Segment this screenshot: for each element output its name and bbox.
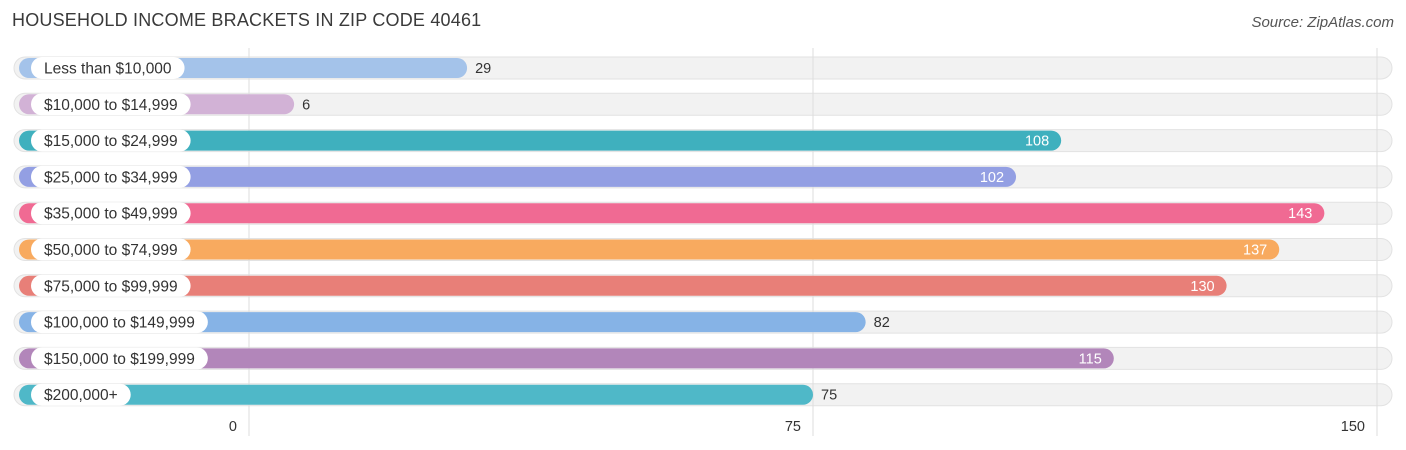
category-label-pill — [31, 274, 191, 297]
category-label: $35,000 to $49,999 — [44, 206, 178, 223]
chart-source: Source: ZipAtlas.com — [1251, 14, 1394, 31]
bar — [19, 348, 1114, 369]
category-label: $200,000+ — [44, 387, 118, 404]
category-label-pill — [31, 311, 208, 334]
value-label: 108 — [1025, 134, 1049, 150]
category-label: Less than $10,000 — [44, 61, 172, 78]
category-label: $25,000 to $34,999 — [44, 169, 178, 186]
value-label: 137 — [1243, 243, 1267, 259]
category-label: $10,000 to $14,999 — [44, 97, 178, 114]
value-label: 130 — [1190, 279, 1214, 295]
category-label: $75,000 to $99,999 — [44, 278, 178, 295]
value-label: 115 — [1079, 351, 1102, 367]
value-label: 75 — [821, 388, 837, 404]
value-label: 143 — [1288, 206, 1312, 222]
category-label: $50,000 to $74,999 — [44, 242, 178, 259]
bar — [19, 203, 1325, 224]
bar — [19, 384, 813, 405]
x-tick-label: 0 — [229, 419, 237, 435]
category-label: $100,000 to $149,999 — [44, 315, 195, 332]
value-label: 82 — [874, 315, 890, 331]
x-tick-label: 150 — [1341, 419, 1365, 435]
category-label-pill — [31, 93, 191, 116]
bar-track — [13, 92, 1393, 116]
value-label: 102 — [980, 170, 1004, 186]
bar — [19, 130, 1062, 151]
category-label-pill — [31, 129, 191, 152]
category-label-pill — [31, 57, 185, 79]
category-label: $150,000 to $199,999 — [44, 351, 195, 368]
category-label: $15,000 to $24,999 — [44, 133, 178, 150]
bar — [19, 275, 1227, 296]
value-label: 6 — [302, 97, 310, 113]
category-label-pill — [31, 238, 191, 261]
bar — [19, 312, 866, 333]
category-label-pill — [31, 347, 208, 370]
category-label-pill — [31, 383, 131, 406]
category-label-pill — [31, 202, 191, 225]
chart-title: HOUSEHOLD INCOME BRACKETS IN ZIP CODE 40… — [12, 10, 482, 30]
x-tick-label: 75 — [785, 419, 801, 435]
bar — [19, 239, 1280, 260]
category-label-pill — [31, 165, 191, 188]
bar — [19, 166, 1017, 187]
value-label: 29 — [475, 61, 491, 77]
